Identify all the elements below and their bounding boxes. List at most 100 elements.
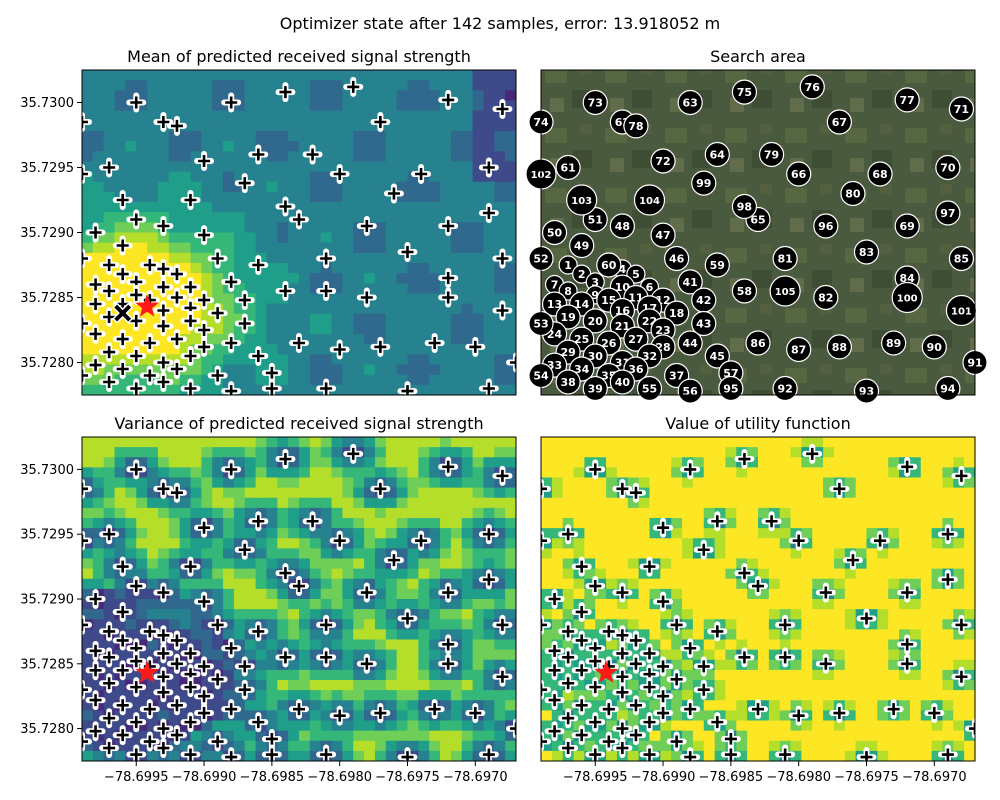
field-cell <box>331 222 343 234</box>
field-cell <box>299 323 311 335</box>
field-cell <box>573 750 585 761</box>
field-cell <box>418 619 430 630</box>
sample-marker <box>575 664 588 677</box>
field-cell <box>255 181 268 193</box>
field-cell <box>396 262 409 274</box>
field-cell <box>660 548 672 560</box>
sample-circle: 56 <box>677 378 703 404</box>
sample-marker <box>157 742 170 755</box>
sample-number-label: 98 <box>737 201 752 214</box>
field-cell <box>472 568 485 580</box>
sample-marker <box>360 291 373 304</box>
field-cell <box>877 497 889 509</box>
sample-marker <box>116 194 129 206</box>
sample-marker <box>143 259 156 271</box>
sample-marker <box>184 194 197 206</box>
field-cell <box>385 588 398 600</box>
field-cell <box>244 252 257 264</box>
field-cell <box>450 548 463 560</box>
field-cell <box>201 497 213 509</box>
field-cell <box>866 700 878 711</box>
sample-circle: 94 <box>935 375 961 402</box>
sample-number-label: 30 <box>588 350 604 363</box>
field-cell <box>703 457 716 468</box>
field-cell <box>342 700 354 711</box>
field-cell <box>505 477 516 489</box>
field-cell <box>779 720 792 732</box>
field-cell <box>179 354 192 366</box>
field-cell <box>551 497 564 509</box>
field-cell <box>374 437 387 448</box>
field-cell <box>461 100 474 112</box>
field-cell <box>353 202 365 213</box>
sample-circle-shape <box>731 193 758 220</box>
field-cell <box>450 161 463 173</box>
field-cell <box>450 457 463 468</box>
field-cell <box>277 528 289 539</box>
field-cell <box>114 497 126 509</box>
field-cell <box>114 588 126 600</box>
field-cell <box>418 303 430 315</box>
field-cell <box>541 497 553 509</box>
sample-number-label: 77 <box>900 94 915 107</box>
field-cell <box>212 599 224 610</box>
field-cell <box>942 497 954 509</box>
field-cell <box>103 181 116 193</box>
sample-marker <box>496 252 509 265</box>
sample-marker <box>252 515 265 528</box>
field-cell <box>309 619 322 630</box>
field-cell <box>396 720 409 732</box>
field-cell <box>342 334 354 345</box>
field-cell <box>638 538 651 549</box>
field-cell <box>266 273 278 284</box>
field-cell <box>801 720 813 732</box>
field-cell <box>877 710 889 722</box>
field-cell <box>638 447 651 458</box>
sample-circle: 104 <box>633 184 666 216</box>
field-cell <box>342 303 354 315</box>
field-cell <box>320 232 333 244</box>
field-cell <box>364 80 376 91</box>
field-cell <box>223 568 235 580</box>
field-cell <box>429 323 441 335</box>
field-cell <box>299 588 311 600</box>
field-cell <box>114 720 126 732</box>
field-cell <box>649 548 661 560</box>
field-cell <box>114 447 126 458</box>
field-cell <box>606 609 618 620</box>
field-cell <box>136 80 148 91</box>
field-cell <box>364 110 376 122</box>
field-cell <box>201 70 213 81</box>
field-cell <box>299 242 311 254</box>
field-cell <box>461 120 474 132</box>
field-cell <box>855 710 868 722</box>
field-cell <box>374 222 387 234</box>
field-cell <box>157 599 170 610</box>
field-cell <box>736 639 748 651</box>
field-cell <box>299 750 311 761</box>
field-cell <box>429 507 441 519</box>
field-cell <box>931 477 944 489</box>
sample-marker <box>238 683 251 696</box>
field-cell <box>682 548 694 560</box>
field-cell <box>288 80 300 91</box>
field-cell <box>483 669 495 681</box>
field-cell <box>157 151 170 163</box>
field-cell <box>461 507 474 519</box>
field-cell <box>440 191 452 203</box>
field-cell <box>309 740 322 752</box>
field-cell <box>331 242 343 254</box>
field-cell <box>472 384 485 395</box>
field-cell <box>801 568 813 580</box>
sample-marker <box>198 595 211 608</box>
field-cell <box>157 181 170 193</box>
field-cell <box>964 609 975 620</box>
field-cell <box>736 700 748 711</box>
field-cell <box>768 710 781 722</box>
field-cell <box>342 507 354 519</box>
field-cell <box>472 578 485 590</box>
sample-circle: 68 <box>867 161 893 187</box>
field-cell <box>429 599 441 610</box>
field-cell <box>299 171 311 183</box>
field-cell <box>812 639 824 651</box>
